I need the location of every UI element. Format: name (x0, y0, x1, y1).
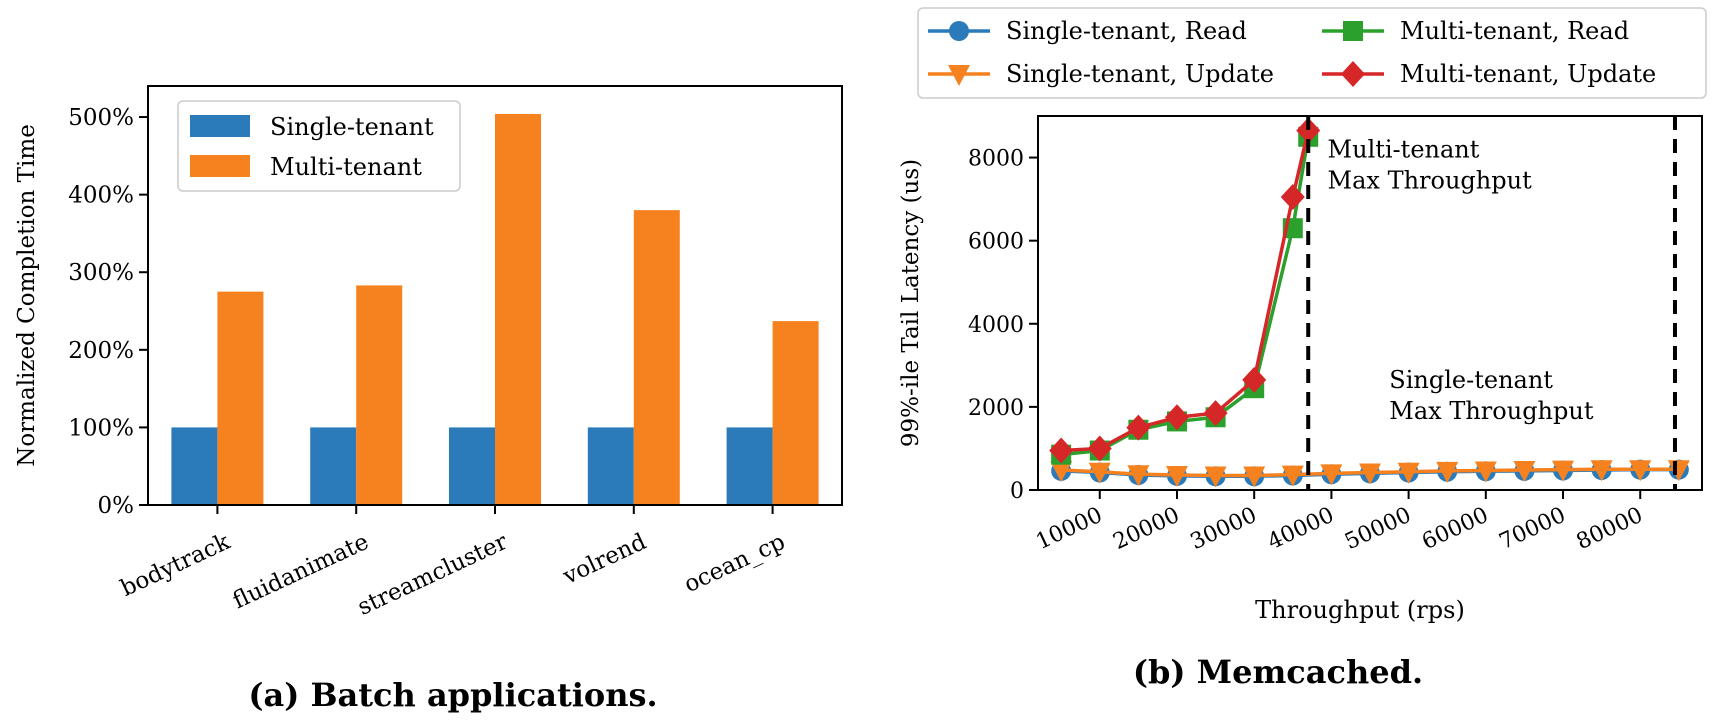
legend-marker (1343, 21, 1363, 41)
data-point (1552, 460, 1575, 482)
data-point (1050, 461, 1073, 483)
x-tick-label: volrend (558, 529, 650, 590)
bar-single-tenant-ocean-cp (726, 427, 773, 505)
panel-memcached: Multi-tenant Max Throughput Single-tenant M… (898, 7, 1707, 691)
y-tick-label: 6000 (968, 230, 1024, 255)
data-point (1204, 466, 1227, 488)
legend-box (917, 7, 1707, 99)
legend-label: Multi-tenant, Update (1400, 60, 1656, 88)
plot-frame (1037, 115, 1703, 491)
x-tick-label: ocean_cp (680, 529, 789, 598)
annotation-text: Single-tenant (1389, 366, 1553, 394)
bar-multi-tenant-bodytrack (217, 291, 264, 505)
data-point (1243, 466, 1266, 488)
x-tick-label: streamcluster (354, 529, 512, 621)
data-point (1513, 461, 1536, 483)
y-tick-label: 4000 (968, 313, 1024, 338)
annotation-text: Max Throughput (1328, 167, 1533, 195)
data-point (1164, 404, 1189, 431)
bar-multi-tenant-ocean-cp (772, 321, 819, 505)
x-tick-label: 60000 (1418, 503, 1492, 555)
x-tick-label: 80000 (1573, 503, 1647, 555)
legend-label: Single-tenant, Read (1006, 17, 1247, 45)
data-point (1127, 465, 1150, 487)
bar-single-tenant-fluidanimate (310, 427, 357, 505)
caption-b: (b) Memcached. (1133, 653, 1423, 691)
data-point (1474, 461, 1497, 483)
data-point (1281, 465, 1304, 487)
bar-multi-tenant-volrend (633, 210, 680, 506)
legend-label: Single-tenant (270, 113, 434, 141)
legend-marker (948, 65, 970, 86)
x-tick-label: 10000 (1032, 503, 1106, 555)
legend: Single-tenant Multi-tenant (177, 100, 461, 192)
data-point (1280, 184, 1305, 211)
data-point (1242, 366, 1267, 393)
x-tick-label: bodytrack (117, 528, 235, 601)
y-tick-label: 400% (68, 183, 134, 209)
y-tick-label: 0% (98, 493, 135, 519)
plot-frame (147, 85, 843, 506)
data-point (1087, 435, 1112, 462)
bar-multi-tenant-fluidanimate (356, 285, 403, 505)
data-point (1436, 461, 1459, 483)
legend-swatch (190, 115, 250, 137)
data-point (1165, 466, 1188, 488)
bar-single-tenant-bodytrack (171, 427, 218, 505)
x-axis-label: Throughput (rps) (1255, 596, 1465, 624)
legend-marker (1341, 61, 1365, 87)
data-point (1397, 462, 1420, 484)
legend-swatch (190, 155, 250, 177)
x-tick-label: 40000 (1264, 503, 1338, 555)
series-multi-tenant-update (1049, 117, 1321, 464)
legend-label: Multi-tenant, Read (1400, 17, 1629, 45)
x-tick-label: fluidanimate (229, 529, 373, 614)
y-tick-label: 2000 (968, 396, 1024, 421)
data-point (1320, 464, 1343, 486)
y-tick-label: 200% (68, 338, 134, 364)
data-point (1203, 400, 1228, 427)
data-point (1629, 460, 1652, 482)
bar-single-tenant-volrend (587, 427, 634, 505)
legend-label: Multi-tenant (270, 153, 422, 181)
x-tick-label: 50000 (1341, 503, 1415, 555)
bar-single-tenant-streamcluster (449, 427, 495, 505)
legend: Single-tenant, Read Multi-tenant, Read Sin… (917, 7, 1707, 99)
annotation-text: Max Throughput (1389, 397, 1594, 425)
y-axis-label: 99%-ile Tail Latency (us) (898, 159, 924, 447)
x-tick-label: 20000 (1110, 503, 1184, 555)
data-point (1590, 460, 1613, 482)
data-point (1126, 414, 1151, 441)
legend-label: Single-tenant, Update (1006, 60, 1274, 88)
data-point (1359, 463, 1381, 485)
data-point (1049, 437, 1074, 464)
y-tick-label: 0 (1010, 479, 1024, 504)
legend-marker (949, 21, 969, 41)
annotation-text: Multi-tenant (1328, 136, 1480, 164)
data-point (1088, 462, 1111, 484)
data-point (1296, 117, 1321, 144)
y-tick-label: 300% (68, 260, 134, 286)
y-axis-label: Normalized Completion Time (14, 124, 40, 467)
caption-a: (a) Batch applications. (248, 676, 657, 714)
x-tick-label: 70000 (1496, 503, 1570, 555)
y-tick-label: 500% (68, 105, 134, 131)
x-tick-label: 30000 (1187, 503, 1261, 555)
y-tick-label: 8000 (968, 147, 1024, 172)
series-line (1061, 130, 1310, 453)
series-single-tenant-update (1050, 460, 1690, 488)
bar-multi-tenant-streamcluster (495, 113, 541, 505)
y-tick-label: 100% (68, 415, 134, 441)
